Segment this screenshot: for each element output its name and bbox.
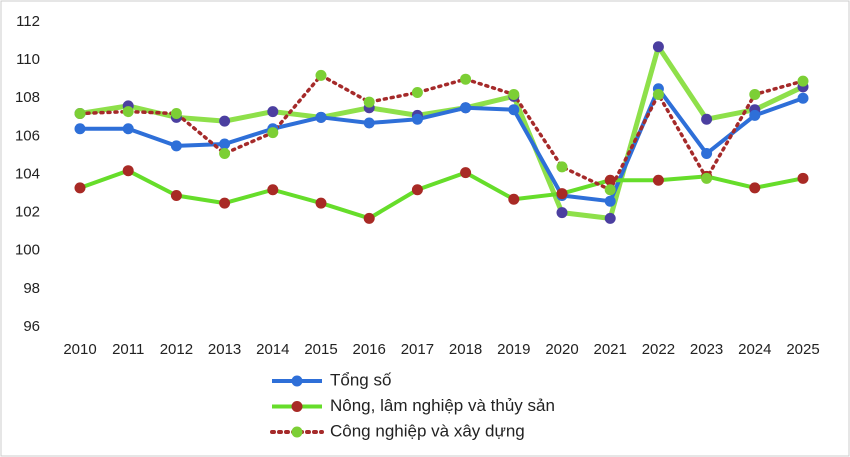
point [460,73,472,85]
x-tick-label: 2010 [63,341,96,358]
y-tick-label: 102 [15,204,40,221]
legend-marker [291,401,303,412]
x-tick-label: 2014 [256,341,289,358]
point [556,188,568,200]
point [797,172,809,184]
x-tick-label: 2021 [594,341,627,358]
series-line [79,168,804,221]
point [701,113,713,125]
point [122,123,134,135]
x-tick-label: 2015 [304,341,337,358]
point [74,123,86,135]
point [219,148,231,160]
point [604,174,616,186]
point [604,184,616,196]
point [604,195,616,207]
x-tick-label: 2023 [690,341,723,358]
x-tick-label: 2013 [208,341,241,358]
point [604,212,616,224]
legend-label: Nông, lâm nghiệp và thủy sản [330,396,555,415]
point [74,108,86,119]
y-tick-label: 112 [16,13,40,30]
point [315,111,327,123]
x-tick-label: 2012 [160,341,193,358]
point [411,113,423,125]
point [508,104,520,116]
point [74,182,86,194]
point [797,92,809,104]
y-tick-label: 100 [15,242,40,259]
y-tick-label: 96 [23,318,40,335]
point [267,106,279,118]
point [701,148,713,160]
point [797,75,809,87]
point [749,182,761,194]
legend-label: Công nghiệp và xây dựng [330,421,525,440]
point [219,197,231,209]
point [170,140,182,152]
point [460,167,472,179]
point [219,115,231,127]
point [219,138,231,150]
y-tick-label: 106 [15,127,40,144]
point [508,88,520,100]
x-tick-label: 2020 [545,341,578,358]
x-tick-label: 2025 [786,341,819,358]
point [363,96,375,108]
x-tick-label: 2022 [642,341,675,358]
x-tick-label: 2024 [738,341,771,358]
point [652,88,664,100]
point [170,108,182,119]
point [122,165,134,177]
point [652,41,664,53]
point [556,207,568,219]
series-line [78,73,805,192]
y-tick-label: 110 [16,51,40,68]
point [122,106,134,118]
legend-marker [291,426,303,438]
y-tick-label: 104 [15,165,40,182]
point [508,193,520,205]
point [315,69,327,81]
x-tick-label: 2011 [112,341,144,358]
series-line [80,86,804,204]
point [363,117,375,129]
y-tick-label: 108 [15,89,40,106]
point [749,109,761,121]
point [460,102,472,114]
point [170,189,182,201]
x-tick-label: 2016 [353,341,386,358]
point [411,87,423,99]
legend-label: Tổng số [330,370,392,389]
x-tick-label: 2019 [497,341,530,358]
point [315,197,327,209]
point [701,172,713,184]
point [363,212,375,224]
point [556,161,568,173]
point [749,88,761,100]
point [267,184,279,196]
x-tick-label: 2018 [449,341,482,358]
point [267,127,279,139]
x-tick-label: 2017 [401,341,434,358]
y-tick-label: 98 [23,280,40,297]
point [652,174,664,186]
point [411,184,423,196]
legend-marker [291,375,303,387]
